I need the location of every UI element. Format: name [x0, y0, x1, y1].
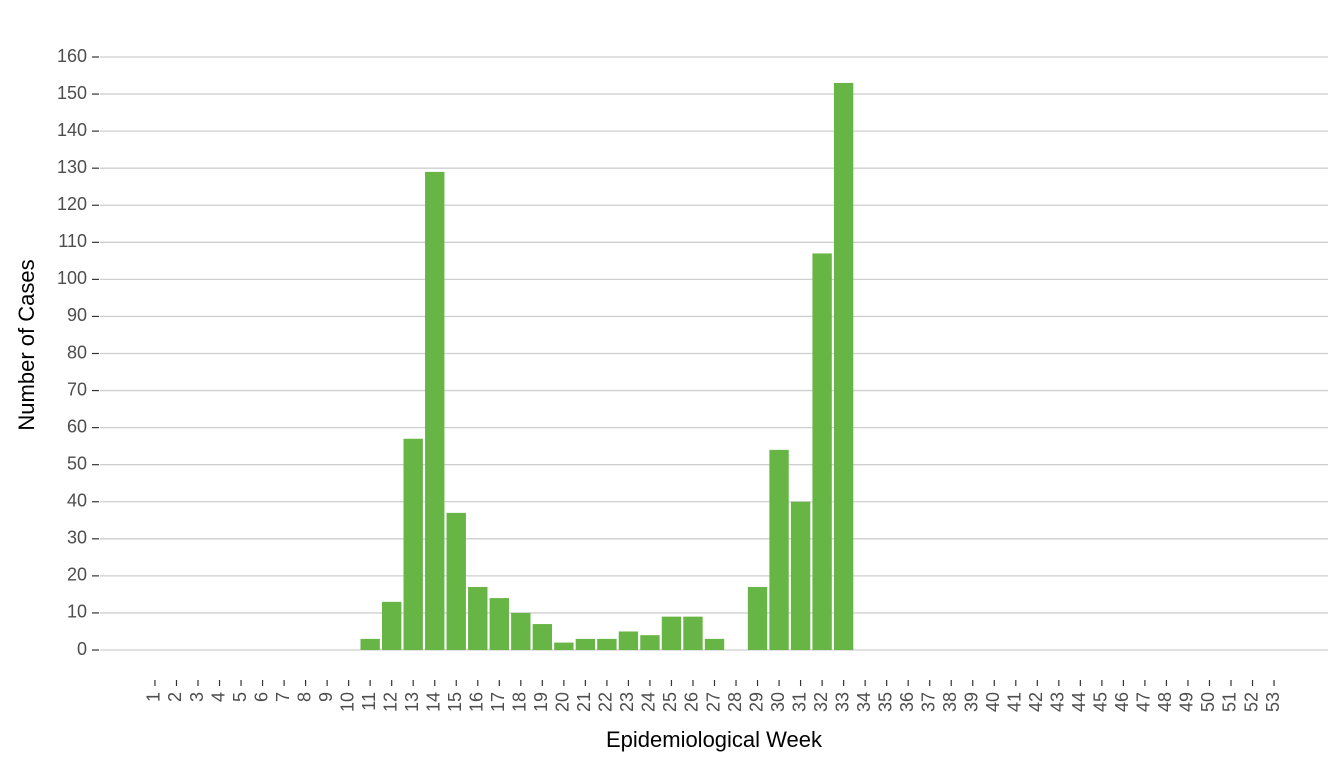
bar	[554, 642, 574, 650]
y-tick-label: 40	[67, 491, 87, 511]
y-tick-label: 80	[67, 342, 87, 362]
bar	[446, 512, 466, 650]
x-tick-label: 24	[639, 692, 659, 712]
y-tick-label: 60	[67, 416, 87, 436]
x-tick-label: 48	[1155, 692, 1175, 712]
x-tick-label: 27	[703, 692, 723, 712]
x-tick-label: 9	[316, 692, 336, 702]
x-tick-label: 40	[983, 692, 1003, 712]
x-tick-label: 3	[187, 692, 207, 702]
bar	[618, 631, 639, 650]
x-tick-label: 33	[832, 692, 852, 712]
y-tick-label: 50	[67, 453, 87, 473]
x-tick-label: 19	[531, 692, 551, 712]
y-tick-label: 0	[77, 639, 87, 659]
x-axis-title: Epidemiological Week	[606, 727, 823, 752]
x-tick-label: 23	[617, 692, 637, 712]
x-tick-label: 37	[918, 692, 938, 712]
bar	[511, 612, 531, 650]
bar	[790, 501, 811, 650]
y-axis-title: Number of Cases	[14, 259, 39, 430]
x-tick-label: 53	[1263, 692, 1283, 712]
x-tick-label: 43	[1048, 692, 1068, 712]
x-tick-label: 30	[768, 692, 788, 712]
x-tick-label: 13	[402, 692, 422, 712]
bar	[833, 82, 854, 651]
bar	[382, 601, 402, 650]
y-tick-label: 120	[57, 194, 87, 214]
x-tick-label: 42	[1026, 692, 1046, 712]
y-tick-label: 140	[57, 120, 87, 140]
x-tick-label: 1	[144, 692, 164, 702]
x-tick-label: 47	[1134, 692, 1154, 712]
bar	[661, 616, 682, 650]
bar	[425, 171, 445, 651]
x-tick-label: 12	[380, 692, 400, 712]
y-tick-label: 150	[57, 83, 87, 103]
x-tick-label: 39	[961, 692, 981, 712]
x-tick-label: 10	[337, 692, 357, 712]
x-tick-label: 18	[510, 692, 530, 712]
x-tick-label: 49	[1177, 692, 1197, 712]
x-tick-label: 38	[940, 692, 960, 712]
x-tick-label: 36	[897, 692, 917, 712]
x-tick-label: 5	[230, 692, 250, 702]
bar	[704, 638, 725, 650]
x-tick-label: 35	[875, 692, 895, 712]
bar	[640, 635, 660, 650]
x-tick-label: 21	[574, 692, 594, 712]
y-tick-label: 110	[58, 231, 87, 251]
x-tick-label: 29	[746, 692, 766, 712]
bar	[769, 449, 789, 650]
x-tick-label: 20	[553, 692, 573, 712]
bar	[532, 624, 553, 650]
x-tick-label: 14	[423, 692, 443, 712]
y-tick-label: 100	[57, 268, 87, 288]
x-tick-label: 7	[273, 692, 293, 702]
bar	[489, 598, 509, 650]
y-tick-label: 160	[57, 46, 87, 66]
x-tick-label: 2	[165, 692, 185, 702]
x-tick-label: 31	[789, 692, 809, 712]
x-tick-label: 46	[1112, 692, 1132, 712]
x-tick-label: 32	[811, 692, 831, 712]
x-tick-label: 26	[682, 692, 702, 712]
x-tick-label: 28	[725, 692, 745, 712]
x-tick-label: 50	[1198, 692, 1218, 712]
x-tick-label: 8	[294, 692, 314, 702]
y-tick-label: 130	[57, 157, 87, 177]
x-tick-label: 15	[445, 692, 465, 712]
y-tick-label: 70	[67, 379, 87, 399]
y-tick-label: 30	[67, 528, 87, 548]
x-tick-label: 17	[488, 692, 508, 712]
y-tick-label: 20	[67, 565, 87, 585]
x-tick-label: 16	[467, 692, 487, 712]
bar	[747, 586, 768, 650]
x-tick-label: 11	[359, 692, 379, 711]
bar	[575, 638, 596, 650]
y-tick-label: 90	[67, 305, 87, 325]
bar	[403, 438, 423, 650]
bar	[468, 586, 488, 650]
bar	[683, 616, 703, 650]
x-tick-label: 34	[854, 692, 874, 712]
x-tick-label: 6	[251, 692, 271, 702]
x-tick-label: 45	[1091, 692, 1111, 712]
x-tick-label: 22	[596, 692, 616, 712]
x-tick-label: 51	[1220, 692, 1240, 712]
bar	[812, 253, 832, 650]
x-tick-label: 25	[660, 692, 680, 712]
x-tick-label: 41	[1005, 692, 1025, 712]
y-tick-label: 10	[67, 602, 87, 622]
x-tick-label: 44	[1069, 692, 1089, 712]
x-tick-label: 4	[208, 692, 228, 702]
x-tick-label: 52	[1241, 692, 1261, 712]
bar	[360, 638, 380, 650]
bar	[597, 638, 617, 650]
